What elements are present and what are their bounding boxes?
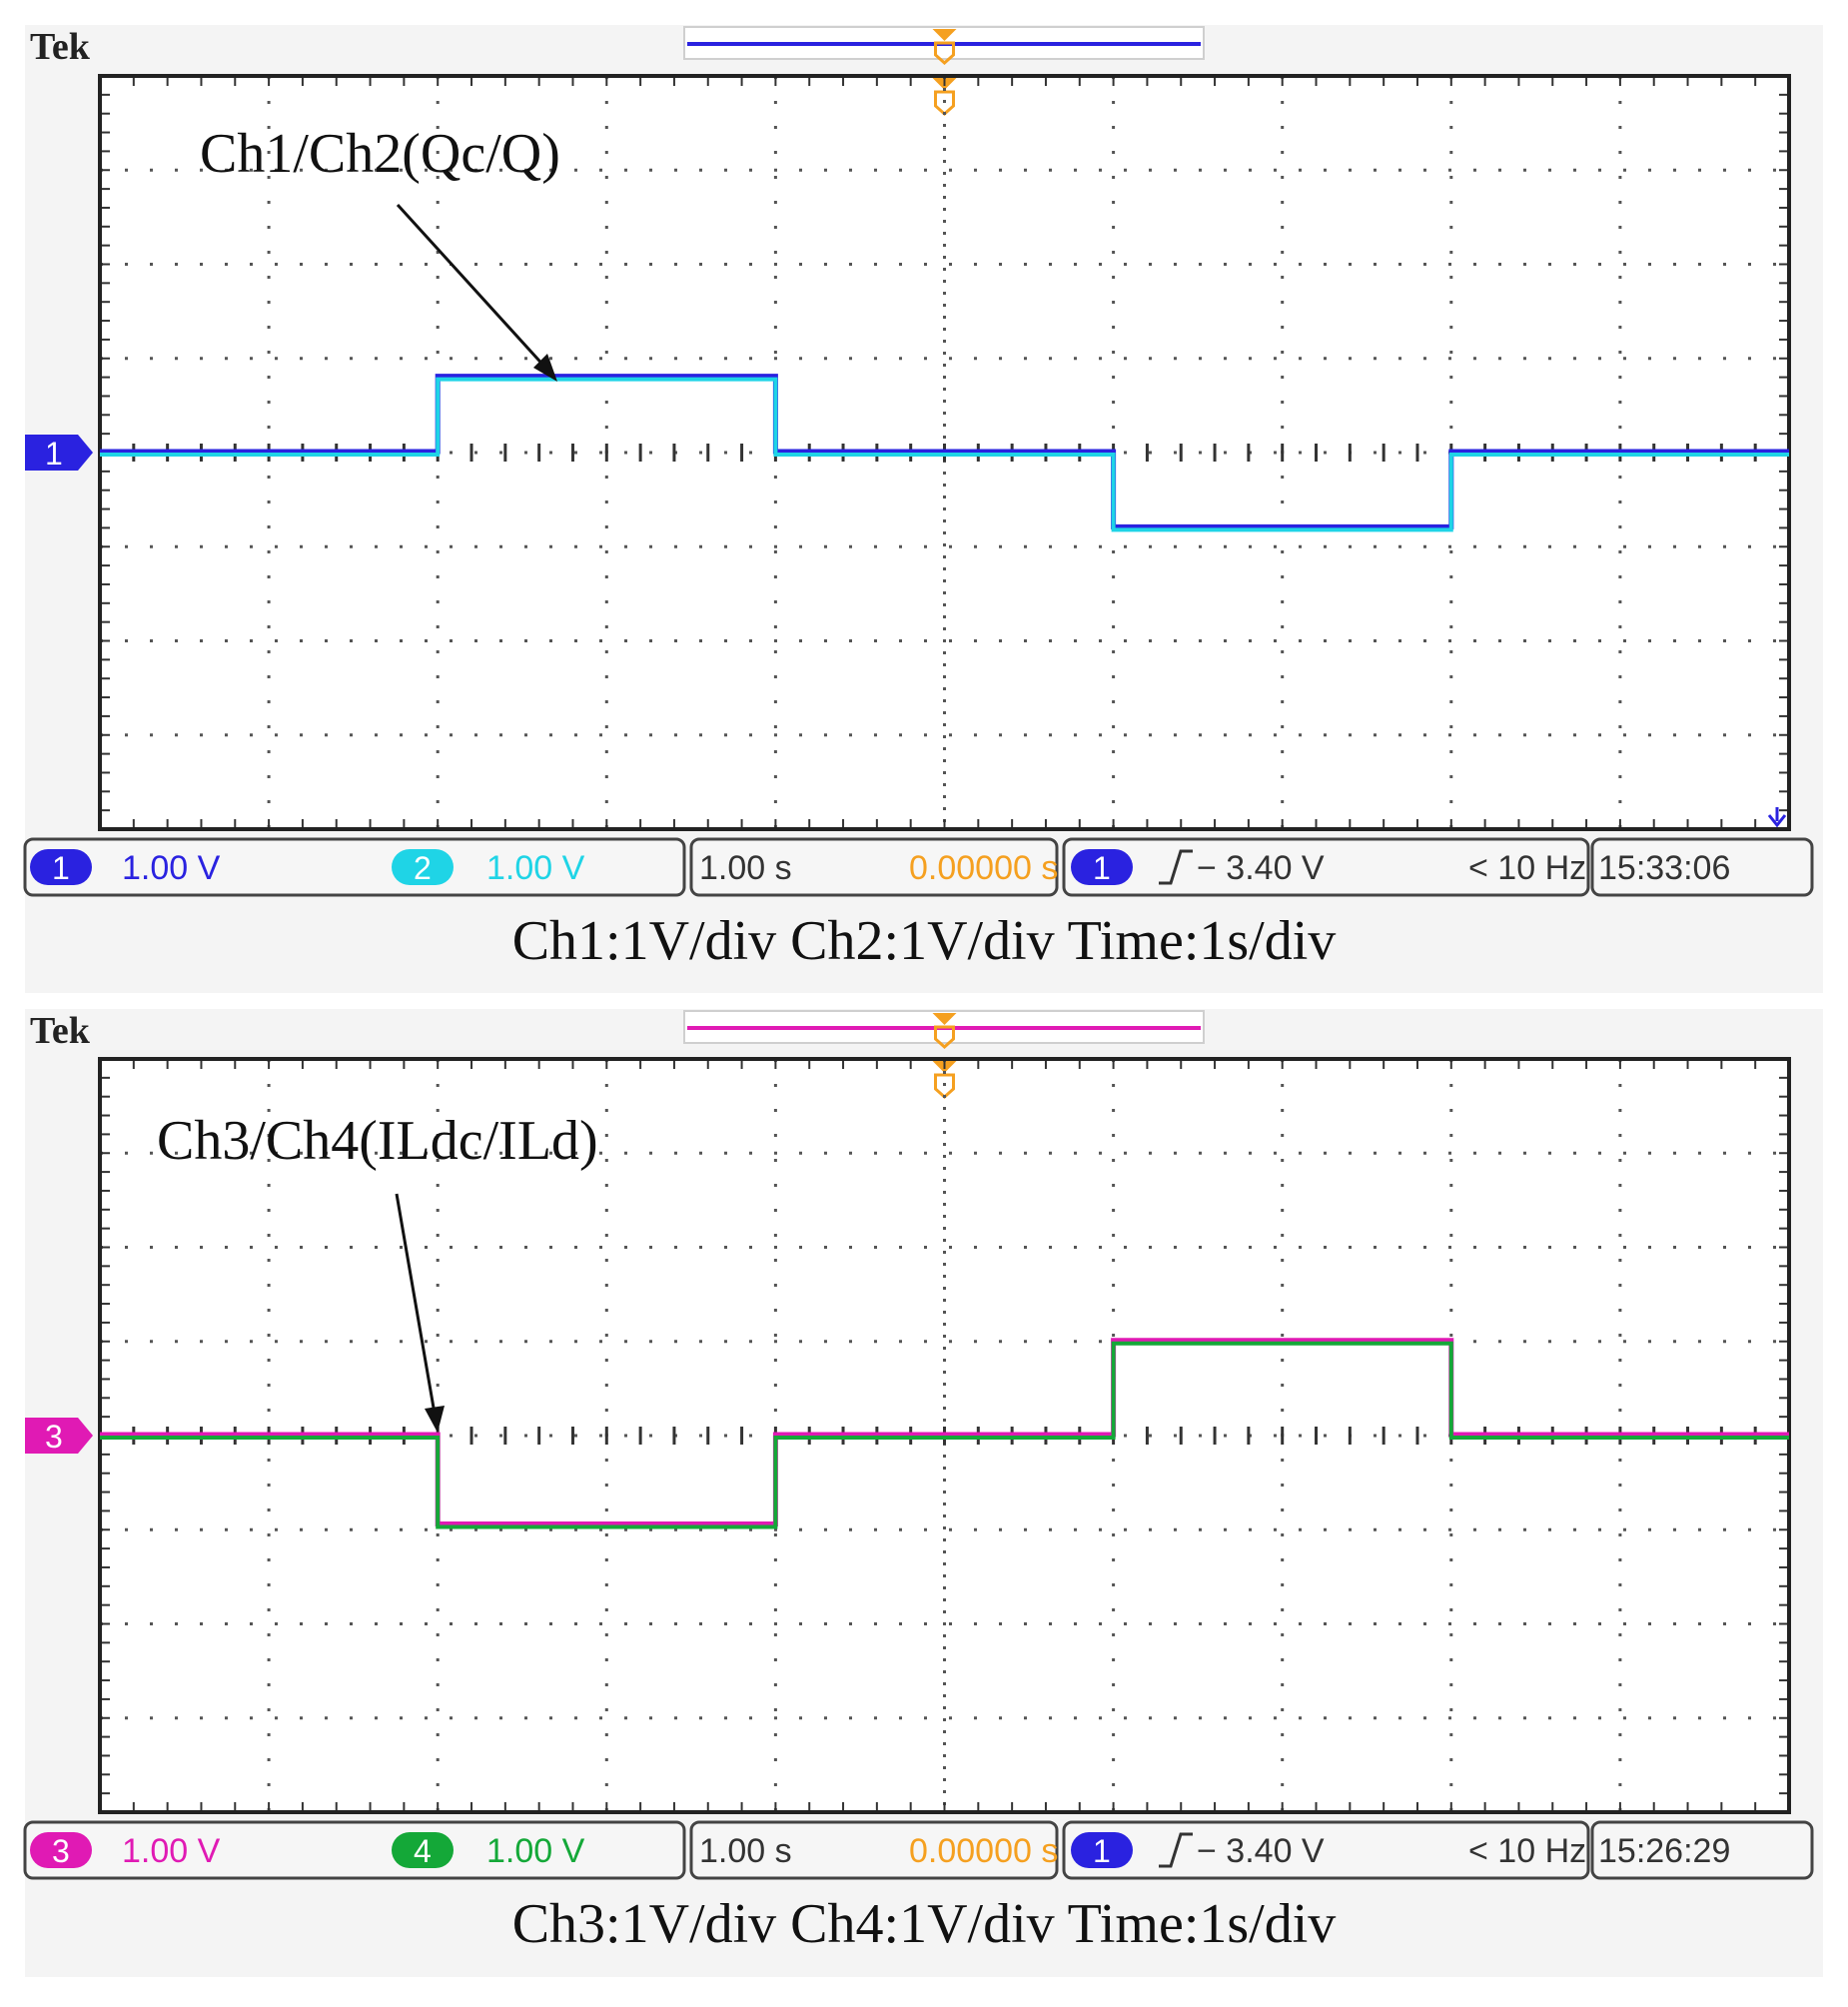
- readout-box: [689, 1820, 1059, 1880]
- scope-panel-2: Tek 3 Ch3/Ch4(ILdc/ILd) 3 1.00 V 4 1.00 V 1.00 …: [23, 1009, 1823, 1977]
- annotation-arrowhead: [533, 354, 557, 382]
- brand-logo: Tek: [30, 26, 91, 68]
- channel-badge-b: [392, 849, 454, 885]
- annotation-label: Ch3/Ch4(ILdc/ILd): [157, 1110, 598, 1172]
- channel-badge-a: [30, 849, 92, 885]
- annotation-label: Ch1/Ch2(Qc/Q): [200, 123, 560, 185]
- channel-badge-a-label: 3: [52, 1833, 70, 1869]
- readout-bar: 1 1.00 V 2 1.00 V 1.00 s 0.00000 s 1 − 3.40 V < …: [23, 837, 1814, 897]
- channel-badge-b-label: 4: [414, 1833, 432, 1869]
- trace-ch2: [100, 377, 1789, 532]
- annotation: Ch3/Ch4(ILdc/ILd): [157, 1110, 598, 1433]
- record-length-bar: [683, 26, 1205, 66]
- trigger-level-readout: − 3.40 V: [1197, 849, 1325, 887]
- readout-box: [23, 1820, 686, 1880]
- figure-caption: Ch1:1V/div Ch2:1V/div Time:1s/div: [512, 910, 1337, 972]
- annotation: Ch1/Ch2(Qc/Q): [200, 123, 560, 382]
- readout-box: [1590, 1820, 1814, 1880]
- trace-ch4: [100, 1341, 1789, 1529]
- ground-level-marker: [25, 435, 93, 471]
- trigger-t-marker: [934, 1025, 955, 1050]
- trigger-level-readout: − 3.40 V: [1197, 1832, 1325, 1870]
- annotation-arrow-shaft: [396, 203, 549, 372]
- channel-scale-a: 1.00 V: [122, 849, 221, 887]
- delay-readout: 0.00000 s: [909, 1832, 1058, 1870]
- delay-readout: 0.00000 s: [909, 849, 1058, 887]
- record-length-bar: [683, 1010, 1205, 1050]
- trigger-t-marker-screen: [934, 1073, 955, 1100]
- frequency-readout: < 10 Hz: [1468, 849, 1586, 887]
- readout-box: [1062, 1820, 1590, 1880]
- figure-caption: Ch3:1V/div Ch4:1V/div Time:1s/div: [512, 1893, 1337, 1955]
- scope-panel-1: Tek 1 Ch1/Ch2(Qc/Q) 1 1.00 V 2 1.00 V 1.00 s 0.0…: [23, 25, 1823, 993]
- annotation-arrow-shaft: [395, 1193, 437, 1415]
- trigger-channel-badge-label: 1: [1093, 1833, 1111, 1869]
- rising-edge-icon: [1159, 1832, 1193, 1868]
- frequency-readout: < 10 Hz: [1468, 1832, 1586, 1870]
- trigger-t-marker-screen: [934, 90, 955, 117]
- timebase-readout: 1.00 s: [699, 1832, 792, 1870]
- readout-box: [689, 837, 1059, 897]
- channel-badge-b: [392, 1832, 454, 1868]
- trigger-t-marker: [934, 41, 955, 66]
- channel-scale-b: 1.00 V: [486, 1832, 585, 1870]
- readout-box: [1590, 837, 1814, 897]
- brand-logo: Tek: [30, 1010, 91, 1052]
- readout-bar: 3 1.00 V 4 1.00 V 1.00 s 0.00000 s 1 − 3.40 V < …: [23, 1820, 1814, 1880]
- trigger-channel-badge-label: 1: [1093, 850, 1111, 886]
- channel-scale-b: 1.00 V: [486, 849, 585, 887]
- readout-box: [23, 837, 686, 897]
- trigger-position-marker: [932, 1013, 957, 1025]
- offscreen-arrow-icon: [1767, 807, 1787, 828]
- ground-level-marker: [25, 1418, 93, 1454]
- channel-badge-b-label: 2: [414, 850, 432, 886]
- trigger-channel-badge: [1071, 849, 1133, 885]
- channel-badge-a: [30, 1832, 92, 1868]
- timebase-readout: 1.00 s: [699, 849, 792, 887]
- clock-readout: 15:26:29: [1598, 1832, 1730, 1870]
- readout-box: [1062, 837, 1590, 897]
- channel-scale-a: 1.00 V: [122, 1832, 221, 1870]
- ground-marker-label: 3: [45, 1419, 63, 1455]
- trigger-position-marker: [932, 29, 957, 41]
- clock-readout: 15:33:06: [1598, 849, 1730, 887]
- channel-badge-a-label: 1: [52, 850, 70, 886]
- annotation-arrowhead: [425, 1406, 445, 1433]
- trigger-channel-badge: [1071, 1832, 1133, 1868]
- rising-edge-icon: [1159, 849, 1193, 885]
- ground-marker-label: 1: [45, 436, 63, 472]
